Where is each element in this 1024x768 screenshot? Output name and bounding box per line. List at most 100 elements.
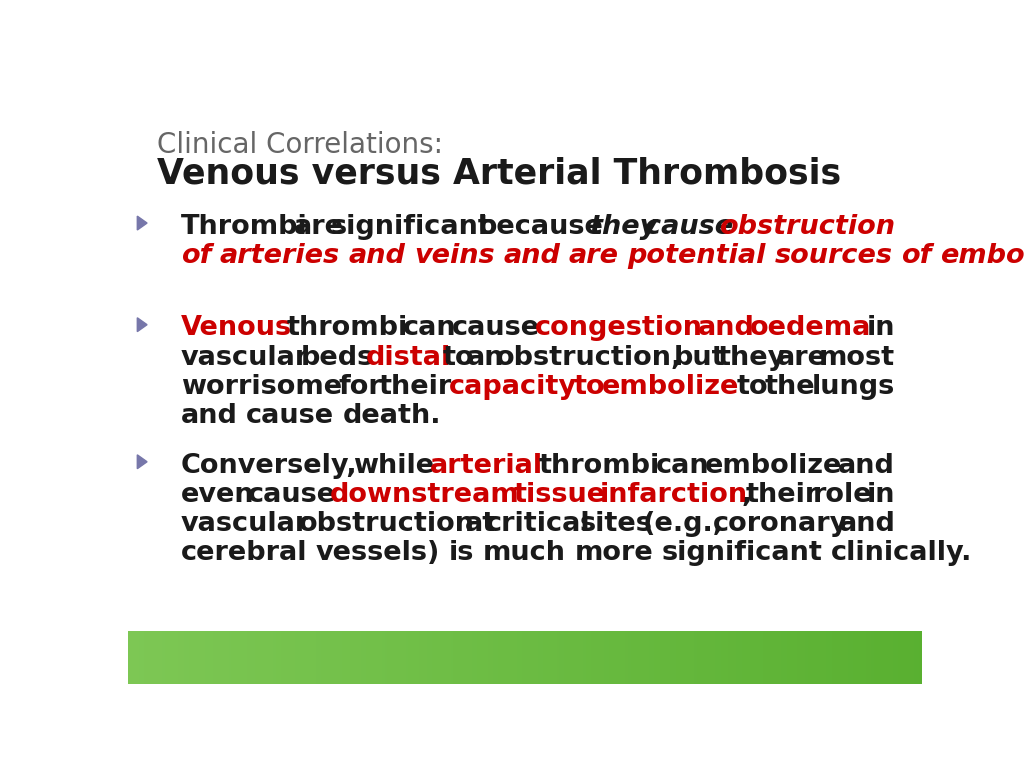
Bar [287, 631, 290, 684]
Bar [496, 631, 499, 684]
Bar [853, 631, 856, 684]
Text: death.: death. [343, 403, 441, 429]
Bar [898, 631, 901, 684]
Text: at: at [465, 511, 496, 537]
Bar [258, 631, 261, 684]
Text: vessels): vessels) [315, 541, 440, 566]
Text: an: an [466, 345, 504, 371]
Bar [604, 631, 607, 684]
Bar [369, 631, 372, 684]
Bar [657, 631, 660, 684]
Bar [282, 631, 285, 684]
Bar [207, 631, 211, 684]
Bar [676, 631, 679, 684]
Bar [268, 631, 271, 684]
Bar [739, 631, 742, 684]
Bar [173, 631, 176, 684]
Bar [231, 631, 234, 684]
Text: sources: sources [774, 243, 892, 269]
Bar [133, 631, 137, 684]
Text: and: and [839, 452, 895, 478]
Bar [406, 631, 410, 684]
Bar [726, 631, 729, 684]
Text: and: and [503, 243, 560, 269]
Bar [324, 631, 328, 684]
Bar [900, 631, 904, 684]
Bar [778, 631, 782, 684]
Bar [303, 631, 306, 684]
Bar [816, 631, 819, 684]
Bar [440, 631, 443, 684]
Text: the: the [765, 374, 815, 400]
Bar [885, 631, 888, 684]
Bar [710, 631, 714, 684]
Text: because: because [477, 214, 603, 240]
Bar [403, 631, 407, 684]
Bar [842, 631, 846, 684]
Bar [449, 631, 452, 684]
Bar [786, 631, 791, 684]
Text: in: in [866, 316, 895, 342]
Bar [364, 631, 367, 684]
Bar [327, 631, 330, 684]
Bar [332, 631, 335, 684]
Text: lungs: lungs [812, 374, 895, 400]
Bar [908, 631, 911, 684]
Bar [641, 631, 645, 684]
Bar [599, 631, 602, 684]
Text: vascular: vascular [180, 511, 309, 537]
Bar [594, 631, 597, 684]
Bar [728, 631, 732, 684]
Bar [877, 631, 880, 684]
Bar [220, 631, 224, 684]
Text: obstruction,: obstruction, [496, 345, 682, 371]
Bar [519, 631, 523, 684]
Bar [210, 631, 213, 684]
Text: can: can [655, 452, 710, 478]
Bar [792, 631, 796, 684]
Bar [771, 631, 774, 684]
Bar [310, 631, 314, 684]
Bar [276, 631, 280, 684]
Bar [905, 631, 909, 684]
Text: beds: beds [301, 345, 374, 371]
Bar [736, 631, 740, 684]
Bar [355, 631, 359, 684]
Bar [612, 631, 615, 684]
Bar [279, 631, 283, 684]
Bar [322, 631, 325, 684]
Bar [903, 631, 906, 684]
Bar [773, 631, 777, 684]
Text: role: role [813, 482, 872, 508]
Bar [684, 631, 687, 684]
Text: arterial: arterial [430, 452, 543, 478]
Text: their: their [379, 374, 453, 400]
Bar [623, 631, 626, 684]
Bar [628, 631, 632, 684]
Bar [372, 631, 375, 684]
Bar [451, 631, 455, 684]
Bar [665, 631, 669, 684]
Bar [551, 631, 555, 684]
Bar [689, 631, 692, 684]
Bar [295, 631, 298, 684]
Bar [512, 631, 515, 684]
Bar [631, 631, 634, 684]
Bar [639, 631, 642, 684]
Text: cerebral: cerebral [180, 541, 307, 566]
Text: in: in [866, 482, 895, 508]
Text: they: they [717, 345, 785, 371]
Bar [913, 631, 918, 684]
Bar [708, 631, 711, 684]
Bar [893, 631, 896, 684]
Bar [544, 631, 547, 684]
Bar [866, 631, 869, 684]
Text: oedema: oedema [751, 316, 871, 342]
Bar [850, 631, 854, 684]
Bar [215, 631, 219, 684]
Bar [414, 631, 417, 684]
Bar [360, 631, 365, 684]
Bar [721, 631, 724, 684]
Bar [353, 631, 356, 684]
Bar [808, 631, 811, 684]
